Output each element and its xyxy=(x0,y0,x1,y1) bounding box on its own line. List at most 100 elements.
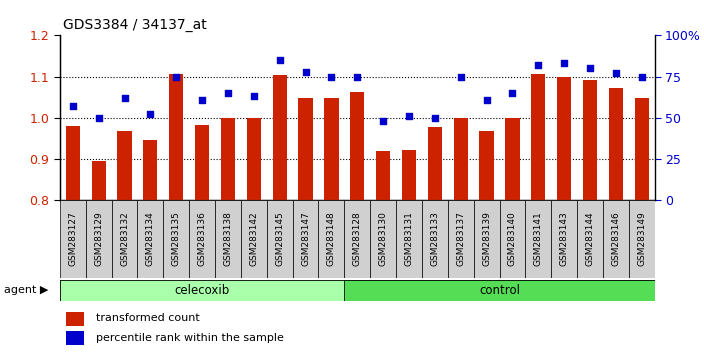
Text: agent ▶: agent ▶ xyxy=(4,285,48,295)
Point xyxy=(481,97,492,102)
Bar xyxy=(505,118,520,200)
Point xyxy=(533,62,544,68)
Bar xyxy=(422,200,448,278)
Text: GSM283142: GSM283142 xyxy=(249,212,258,266)
Bar xyxy=(474,200,500,278)
Bar xyxy=(557,76,572,200)
Text: GSM283128: GSM283128 xyxy=(353,212,362,266)
Point xyxy=(558,61,570,66)
Text: GSM283137: GSM283137 xyxy=(456,211,465,267)
Bar xyxy=(215,200,241,278)
Text: GSM283144: GSM283144 xyxy=(586,212,595,266)
Bar xyxy=(267,200,293,278)
Point xyxy=(222,90,234,96)
Text: GSM283134: GSM283134 xyxy=(146,212,155,266)
Point xyxy=(377,118,389,124)
Bar xyxy=(246,118,261,200)
Point xyxy=(584,65,596,71)
Point xyxy=(300,69,311,74)
Bar xyxy=(143,139,158,200)
Point xyxy=(67,103,78,109)
Text: GSM283132: GSM283132 xyxy=(120,212,129,266)
Bar xyxy=(60,200,86,278)
Bar xyxy=(221,118,235,200)
Bar xyxy=(532,74,546,200)
Bar xyxy=(396,200,422,278)
Text: GDS3384 / 34137_at: GDS3384 / 34137_at xyxy=(63,18,207,32)
Text: GSM283145: GSM283145 xyxy=(275,212,284,266)
Text: GSM283147: GSM283147 xyxy=(301,212,310,266)
Text: GSM283140: GSM283140 xyxy=(508,212,517,266)
Bar xyxy=(65,312,84,326)
Text: GSM283133: GSM283133 xyxy=(430,211,439,267)
Bar xyxy=(241,200,267,278)
Bar xyxy=(137,200,163,278)
Bar xyxy=(195,125,209,200)
Bar xyxy=(577,200,603,278)
Bar xyxy=(169,74,183,200)
Text: GSM283148: GSM283148 xyxy=(327,212,336,266)
Bar xyxy=(551,200,577,278)
Point xyxy=(403,113,415,119)
Text: GSM283146: GSM283146 xyxy=(611,212,620,266)
Bar xyxy=(370,200,396,278)
Point xyxy=(274,57,285,63)
Bar xyxy=(344,280,655,301)
Bar xyxy=(525,200,551,278)
Bar xyxy=(344,200,370,278)
Text: GSM283141: GSM283141 xyxy=(534,212,543,266)
Point xyxy=(249,93,260,99)
Point xyxy=(170,74,182,79)
Bar xyxy=(479,131,494,200)
Text: GSM283143: GSM283143 xyxy=(560,212,569,266)
Point xyxy=(429,115,441,120)
Bar xyxy=(500,200,525,278)
Bar xyxy=(65,331,84,345)
Text: GSM283127: GSM283127 xyxy=(68,212,77,266)
Bar xyxy=(111,200,137,278)
Bar xyxy=(350,92,365,200)
Bar xyxy=(325,98,339,200)
Text: transformed count: transformed count xyxy=(96,314,199,324)
Text: GSM283131: GSM283131 xyxy=(405,211,413,267)
Point xyxy=(145,112,156,117)
Bar xyxy=(376,152,390,200)
Bar xyxy=(272,75,287,200)
Bar xyxy=(189,200,215,278)
Bar xyxy=(60,280,344,301)
Bar xyxy=(629,200,655,278)
Bar xyxy=(428,127,442,200)
Bar xyxy=(86,200,111,278)
Bar xyxy=(583,80,597,200)
Text: celecoxib: celecoxib xyxy=(175,284,230,297)
Text: GSM283136: GSM283136 xyxy=(198,211,206,267)
Point xyxy=(351,74,363,79)
Text: GSM283129: GSM283129 xyxy=(94,212,103,266)
Text: GSM283130: GSM283130 xyxy=(379,211,388,267)
Bar xyxy=(603,200,629,278)
Bar xyxy=(118,131,132,200)
Bar xyxy=(448,200,474,278)
Point xyxy=(610,70,622,76)
Bar xyxy=(453,118,468,200)
Bar xyxy=(163,200,189,278)
Bar xyxy=(402,150,416,200)
Text: control: control xyxy=(479,284,520,297)
Point xyxy=(636,74,648,79)
Bar xyxy=(318,200,344,278)
Bar xyxy=(293,200,318,278)
Bar xyxy=(609,88,623,200)
Bar xyxy=(635,98,649,200)
Point xyxy=(507,90,518,96)
Point xyxy=(326,74,337,79)
Text: GSM283135: GSM283135 xyxy=(172,211,181,267)
Point xyxy=(196,97,208,102)
Point xyxy=(119,95,130,101)
Point xyxy=(455,74,466,79)
Text: GSM283149: GSM283149 xyxy=(637,212,646,266)
Text: GSM283139: GSM283139 xyxy=(482,211,491,267)
Text: percentile rank within the sample: percentile rank within the sample xyxy=(96,333,284,343)
Bar xyxy=(92,161,106,200)
Point xyxy=(93,115,104,120)
Bar xyxy=(65,126,80,200)
